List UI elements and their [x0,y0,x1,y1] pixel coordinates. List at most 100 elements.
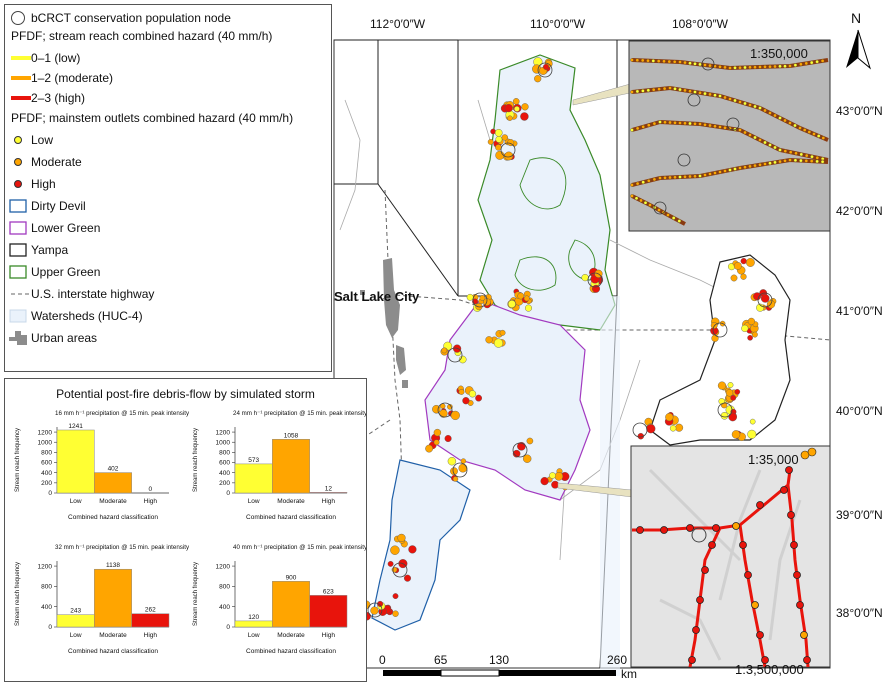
legend-reach-moderate: 1–2 (moderate) [5,69,113,87]
hazard-point [370,606,379,615]
hazard-point [517,292,525,300]
y-tick-label: 1000 [216,439,231,446]
bar-value-label: 573 [248,457,259,464]
hazard-point [675,423,684,432]
legend-watersheds: Watersheds (HUC-4) [5,307,143,325]
inset-node [687,93,701,107]
y-tick-label: 400 [41,604,52,611]
inset-outlet-point [799,152,804,157]
hazard-point [441,347,448,354]
inset-outlet-point [713,93,717,97]
hazard-point [669,425,677,432]
inset-outlet-point [807,130,812,134]
chart-ylabel: Stream reach frequency [193,562,199,626]
inset-outlet-point [657,87,661,91]
inset-outlet-point [723,65,727,70]
inset-outlet-point [816,134,821,138]
state-boundaries [334,39,618,669]
legend-node-label: bCRCT conservation population node [31,11,231,25]
yampa-watershed [649,254,791,446]
inset-outlet-point [630,128,634,132]
bar-charts: 16 mm h⁻¹ precipitation @ 15 min. peak i… [15,410,366,655]
inset-outlet-point [696,596,704,604]
bar-value-label: 12 [325,485,333,492]
category-label: Low [248,632,260,639]
y-tick-label: 400 [219,470,230,477]
inset-outlet-point [793,158,798,163]
inset-outlet-point [798,126,802,130]
watershed-fill-icon [5,309,31,323]
inset-outlet-point [821,136,826,140]
inset-outlet-point [701,566,709,574]
category-label: High [322,632,336,639]
inset-outlet-point [783,159,787,163]
inset-outlet-point [753,135,757,140]
scalebar-tick-260: 260 [607,653,628,667]
legend-lower-green-label: Lower Green [31,221,101,235]
conservation-node [500,142,516,158]
inset-outlet-point [634,196,639,201]
inset-outlet-point [718,170,722,174]
inset-outlet-point [793,63,798,67]
conservation-node [367,602,383,618]
inset-outlet-point [748,133,752,137]
inset-outlet-point [662,59,666,64]
hazard-point [494,128,503,137]
conservation-node [632,422,648,438]
inset-bottom[interactable] [557,445,831,668]
conservation-node [392,562,408,578]
inset-outlet-point [656,59,661,63]
hazard-point [377,600,384,607]
y-tick-label: 400 [219,604,230,611]
hazard-point [390,545,400,555]
conservation-node [717,402,733,418]
hazard-point [581,274,589,282]
hazard-point [747,429,757,439]
inset-outlet-point [708,63,712,68]
hazard-point [479,294,486,301]
inset-outlet-point [635,58,640,62]
inset-outlet-point [793,123,797,128]
inset-outlet-point [678,121,682,125]
bar-value-label: 402 [108,466,119,473]
bar-moderate [94,472,132,494]
inset-outlet-point [809,159,814,163]
chart-ylabel: Stream reach frequency [15,428,21,492]
inset-outlet-point [630,194,634,198]
inset-outlet-point [820,59,825,63]
inset-outlet-point [658,120,662,124]
inset-bottom-outlet-points [636,447,817,664]
inset-outlet-point [748,164,752,169]
inset-outlet-point [647,179,651,183]
inset-outlet-point [641,125,645,129]
inset-outlet-point [667,59,672,64]
inset-outlet-point [815,156,820,160]
inset-top[interactable] [572,40,831,232]
hazard-point [534,75,542,83]
inset-outlet-point [773,160,777,165]
hazard-point [752,331,758,338]
bar-chart-3: 32 mm h⁻¹ precipitation @ 15 min. peak i… [15,544,190,655]
inset-outlet-point [778,148,782,152]
hazard-point [512,98,520,105]
bar-chart-1: 16 mm h⁻¹ precipitation @ 15 min. peak i… [15,410,190,521]
north-label: N [851,10,862,26]
inset-outlet-point [708,541,716,549]
map-frame [333,39,831,669]
inset-outlet-point [743,130,747,135]
inset-outlet-point [663,176,667,180]
legend-outlet-low: Low [5,131,53,149]
inset-outlet-point [732,522,740,530]
inset-outlet-point [788,150,793,154]
inset-outlet-point [788,121,792,125]
y-tick-label: 1200 [38,563,53,570]
conservation-node [712,322,728,338]
inset-outlet-point [812,132,816,136]
y-tick-label: 600 [219,460,230,467]
chart-xlabel: Combined hazard classification [68,514,158,521]
chart-xlabel: Combined hazard classification [246,514,336,521]
legend-outlet-low-label: Low [31,133,54,147]
inset-outlet-point [763,108,767,113]
lat-label-38: 38°0′0″N [836,606,883,620]
